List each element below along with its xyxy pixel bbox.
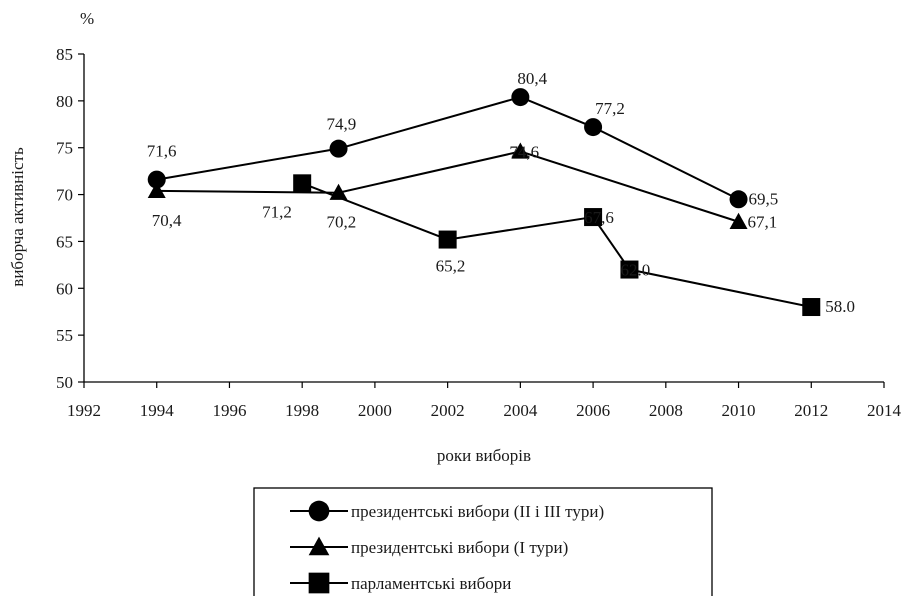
y-tick-label: 85 (56, 45, 73, 64)
data-point-square (293, 174, 312, 193)
x-tick-label: 2010 (722, 401, 756, 420)
y-tick-label: 60 (56, 279, 73, 298)
data-label: 71,2 (262, 202, 292, 221)
data-point-circle (147, 170, 166, 189)
series-line (156, 96, 739, 201)
x-tick-label: 2012 (794, 401, 828, 420)
data-point-triangle (729, 212, 748, 229)
data-label: 77,2 (595, 99, 625, 118)
x-tick-label: 2000 (358, 401, 392, 420)
data-label: 80,4 (517, 69, 547, 88)
x-tick-label: 1996 (212, 401, 246, 420)
data-label: 67,1 (748, 213, 778, 232)
y-tick-label: 75 (56, 139, 73, 158)
data-point-square (438, 230, 457, 249)
data-label: 70,4 (152, 211, 182, 230)
legend-item: президентські вибори (II і III тури) (290, 500, 604, 522)
data-point-triangle (511, 142, 530, 159)
data-label: 74,9 (327, 115, 357, 134)
data-label: 70,2 (327, 213, 357, 232)
y-tick-label: 55 (56, 326, 73, 345)
data-label: 71,6 (147, 142, 177, 161)
series-1: 71,6 74,9 80,4 77,2 69,5 (147, 69, 779, 209)
y-tick-label: 50 (56, 373, 73, 392)
series-2: 70,4 70,2 74,6 67,1 (147, 142, 778, 232)
data-label: 65,2 (436, 257, 466, 276)
x-tick-label: 1994 (140, 401, 175, 420)
data-label: 74,6 (509, 142, 539, 161)
plot-area: 71,674,980,477,269,570,4 70,274,667,171,2… (147, 69, 855, 317)
data-point-circle (329, 139, 348, 158)
y-tick-label: 65 (56, 232, 73, 251)
x-tick-label: 2004 (503, 401, 538, 420)
y-axis-label: виборча активність (8, 147, 27, 287)
y-tick-label: 70 (56, 186, 73, 205)
data-point-square (802, 298, 821, 317)
legend: президентські вибори (II і III тури) през… (253, 487, 713, 596)
x-tick-label: 1992 (67, 401, 101, 420)
data-label: 62.0 (620, 261, 650, 280)
data-label: 58.0 (825, 297, 855, 316)
data-label: 69,5 (749, 189, 779, 208)
legend-label: президентські вибори (II і III тури) (351, 502, 604, 521)
data-point-square (620, 260, 639, 279)
data-point-square (584, 208, 603, 227)
x-axis-label: роки виборів (437, 446, 531, 465)
x-tick-label: 2006 (576, 401, 610, 420)
legend-marker-circle (308, 500, 330, 522)
data-label: 67,6 (584, 208, 614, 227)
x-tick-label: 2002 (431, 401, 465, 420)
data-point-circle (511, 88, 530, 107)
x-tick-label: 2008 (649, 401, 683, 420)
legend-item: президентські вибори (I тури) (290, 536, 568, 557)
legend-marker-square (308, 572, 330, 594)
series-line (156, 150, 739, 223)
legend-label: парламентські вибори (351, 574, 511, 593)
unit-label: % (80, 9, 94, 28)
data-point-circle (584, 118, 603, 137)
legend-label: президентські вибори (I тури) (351, 538, 568, 557)
data-point-circle (729, 190, 748, 209)
axes: 50 55 60 65 70 75 80 85 1992 1994 1996 1998 2000 2002… (56, 45, 902, 420)
legend-marker-triangle (308, 536, 330, 556)
legend-item: парламентські вибори (290, 572, 511, 594)
series-3: 71,2 65,2 67,6 62.0 58.0 (262, 174, 855, 317)
x-tick-label: 1998 (285, 401, 319, 420)
y-tick-label: 80 (56, 92, 73, 111)
x-tick-label: 2014 (867, 401, 902, 420)
legend-box (253, 487, 713, 596)
data-point-triangle (147, 181, 166, 199)
